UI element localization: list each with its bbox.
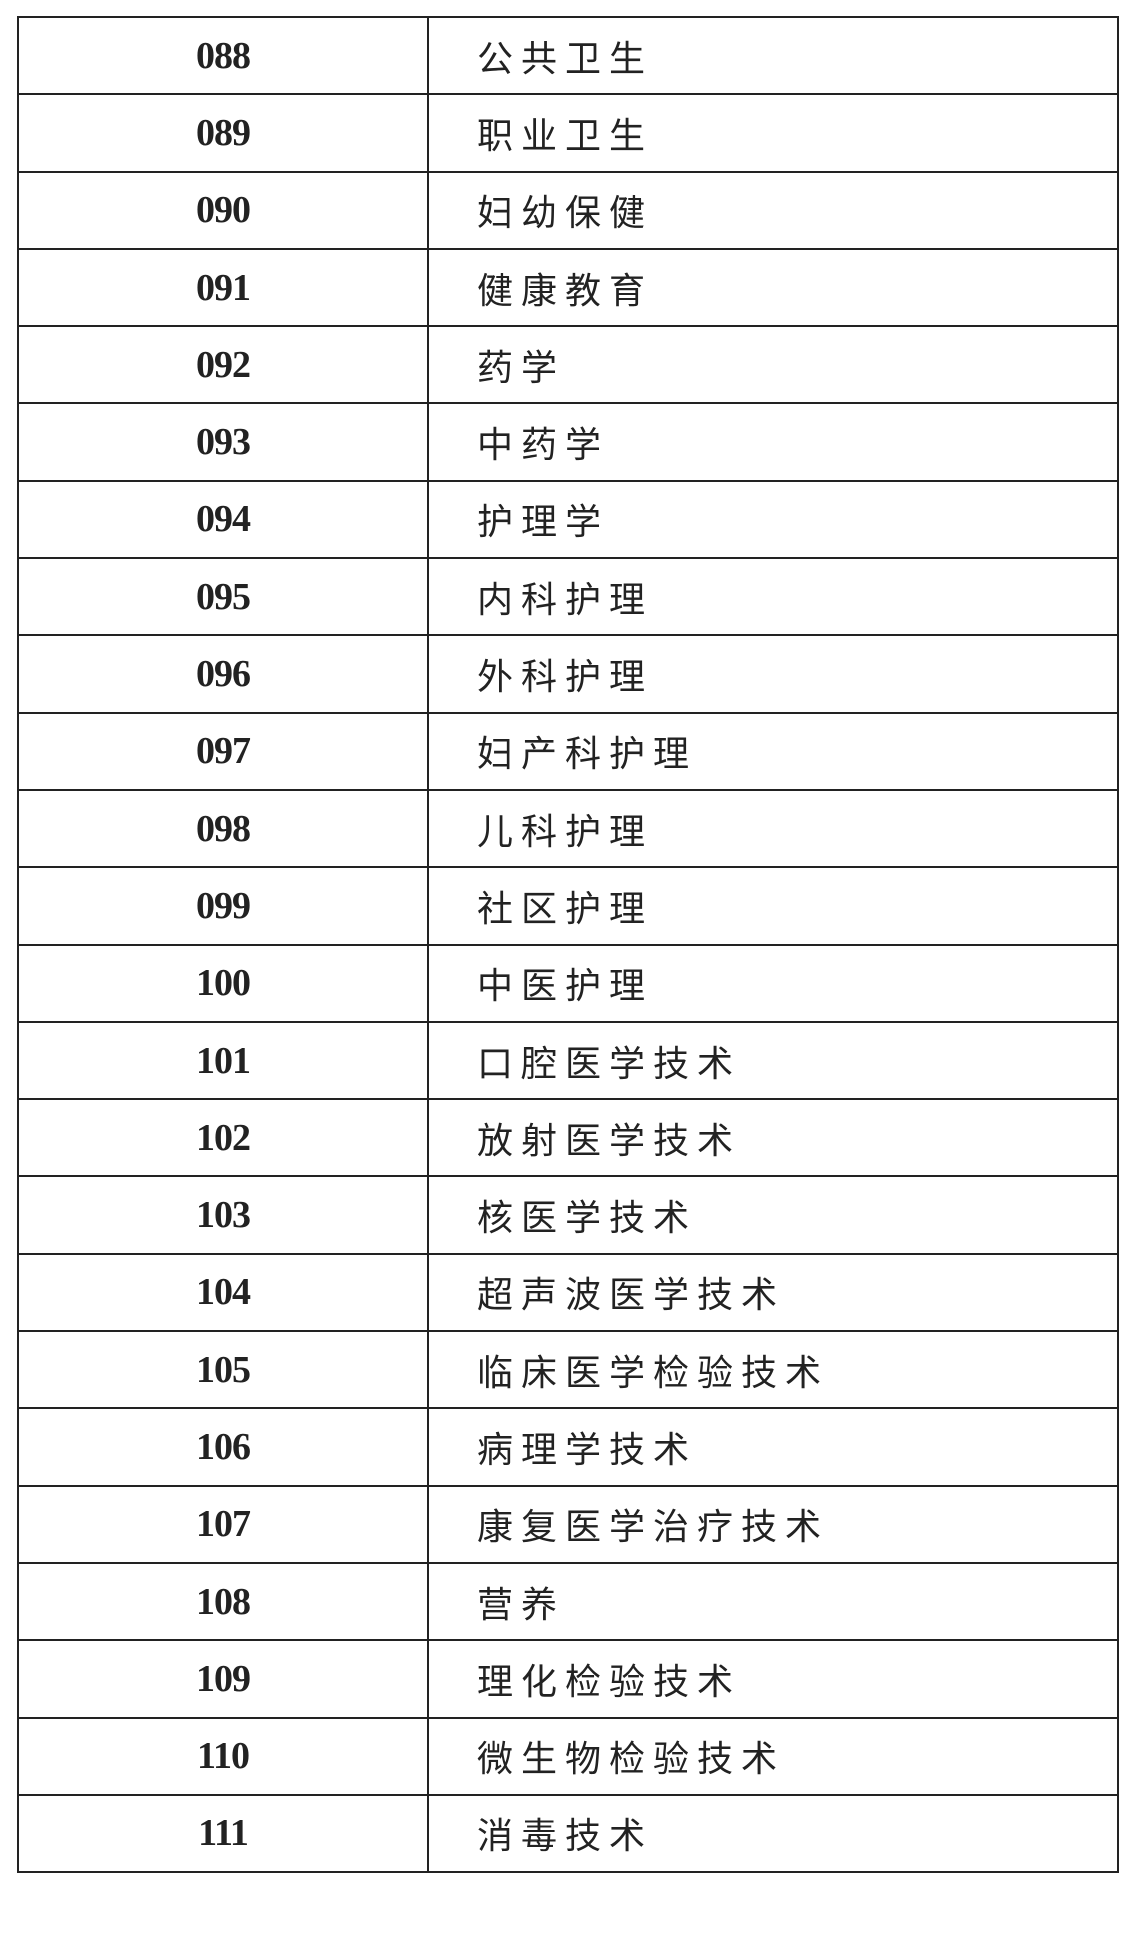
specialty-name: 微生物检验技术 (427, 1716, 1119, 1796)
specialty-code: 101 (17, 1020, 429, 1101)
specialty-name: 消毒技术 (427, 1793, 1119, 1874)
table-row: 103 核医学技术 (17, 1175, 1119, 1255)
specialty-name: 中医护理 (427, 943, 1119, 1023)
specialty-code: 089 (17, 93, 429, 173)
specialty-name: 中药学 (427, 402, 1119, 482)
table-row: 105 临床医学检验技术 (17, 1330, 1119, 1410)
specialty-code: 102 (17, 1098, 429, 1178)
specialty-code-table: 088 公共卫生 089 职业卫生 090 妇幼保健 091 健康教育 092 药学 093 中药学 0… (17, 15, 1119, 1874)
specialty-name: 康复医学治疗技术 (427, 1484, 1119, 1564)
table-row: 108 营养 (17, 1561, 1119, 1642)
specialty-code: 096 (17, 634, 429, 714)
specialty-name: 理化检验技术 (427, 1639, 1119, 1719)
table-row: 102 放射医学技术 (17, 1098, 1119, 1178)
specialty-code: 109 (17, 1639, 429, 1719)
table-row: 109 理化检验技术 (17, 1639, 1119, 1719)
table-row: 099 社区护理 (17, 866, 1119, 946)
specialty-name: 药学 (427, 325, 1119, 405)
table-row: 101 口腔医学技术 (17, 1020, 1119, 1101)
specialty-name: 口腔医学技术 (427, 1020, 1119, 1101)
specialty-name: 妇幼保健 (427, 170, 1119, 250)
specialty-code: 104 (17, 1252, 429, 1333)
specialty-name: 公共卫生 (427, 15, 1119, 96)
specialty-name: 职业卫生 (427, 93, 1119, 173)
table-row: 100 中医护理 (17, 943, 1119, 1023)
table-row: 094 护理学 (17, 479, 1119, 560)
specialty-code: 108 (17, 1561, 429, 1642)
specialty-code: 106 (17, 1407, 429, 1487)
table-row: 091 健康教育 (17, 247, 1119, 328)
specialty-name: 临床医学检验技术 (427, 1330, 1119, 1410)
specialty-name: 外科护理 (427, 634, 1119, 714)
table-row: 097 妇产科护理 (17, 711, 1119, 791)
specialty-code: 107 (17, 1484, 429, 1564)
specialty-name: 健康教育 (427, 247, 1119, 328)
table-row: 089 职业卫生 (17, 93, 1119, 173)
specialty-code: 092 (17, 325, 429, 405)
specialty-name: 放射医学技术 (427, 1098, 1119, 1178)
specialty-code: 110 (17, 1716, 429, 1796)
specialty-name: 护理学 (427, 479, 1119, 560)
specialty-code: 088 (17, 15, 429, 96)
specialty-name: 营养 (427, 1561, 1119, 1642)
table-row: 110 微生物检验技术 (17, 1716, 1119, 1796)
specialty-code: 097 (17, 711, 429, 791)
table-row: 095 内科护理 (17, 557, 1119, 637)
table-row: 096 外科护理 (17, 634, 1119, 714)
specialty-name: 内科护理 (427, 557, 1119, 637)
specialty-code: 111 (17, 1793, 429, 1874)
table-row: 092 药学 (17, 325, 1119, 405)
specialty-name: 社区护理 (427, 866, 1119, 946)
specialty-name: 妇产科护理 (427, 711, 1119, 791)
table-body: 088 公共卫生 089 职业卫生 090 妇幼保健 091 健康教育 092 药学 093 中药学 0… (17, 15, 1119, 1874)
specialty-code: 100 (17, 943, 429, 1023)
specialty-code: 105 (17, 1330, 429, 1410)
specialty-code: 091 (17, 247, 429, 328)
table-row: 111 消毒技术 (17, 1793, 1119, 1874)
specialty-name: 超声波医学技术 (427, 1252, 1119, 1333)
table-row: 093 中药学 (17, 402, 1119, 482)
specialty-code: 103 (17, 1175, 429, 1255)
table-row: 090 妇幼保健 (17, 170, 1119, 250)
specialty-code: 093 (17, 402, 429, 482)
table-row: 107 康复医学治疗技术 (17, 1484, 1119, 1564)
specialty-code: 098 (17, 788, 429, 869)
specialty-name: 儿科护理 (427, 788, 1119, 869)
table-row: 088 公共卫生 (17, 15, 1119, 96)
table-row: 104 超声波医学技术 (17, 1252, 1119, 1333)
specialty-name: 病理学技术 (427, 1407, 1119, 1487)
table-row: 106 病理学技术 (17, 1407, 1119, 1487)
specialty-name: 核医学技术 (427, 1175, 1119, 1255)
specialty-code: 090 (17, 170, 429, 250)
specialty-code: 095 (17, 557, 429, 637)
table-row: 098 儿科护理 (17, 788, 1119, 869)
specialty-code: 099 (17, 866, 429, 946)
specialty-code: 094 (17, 479, 429, 560)
